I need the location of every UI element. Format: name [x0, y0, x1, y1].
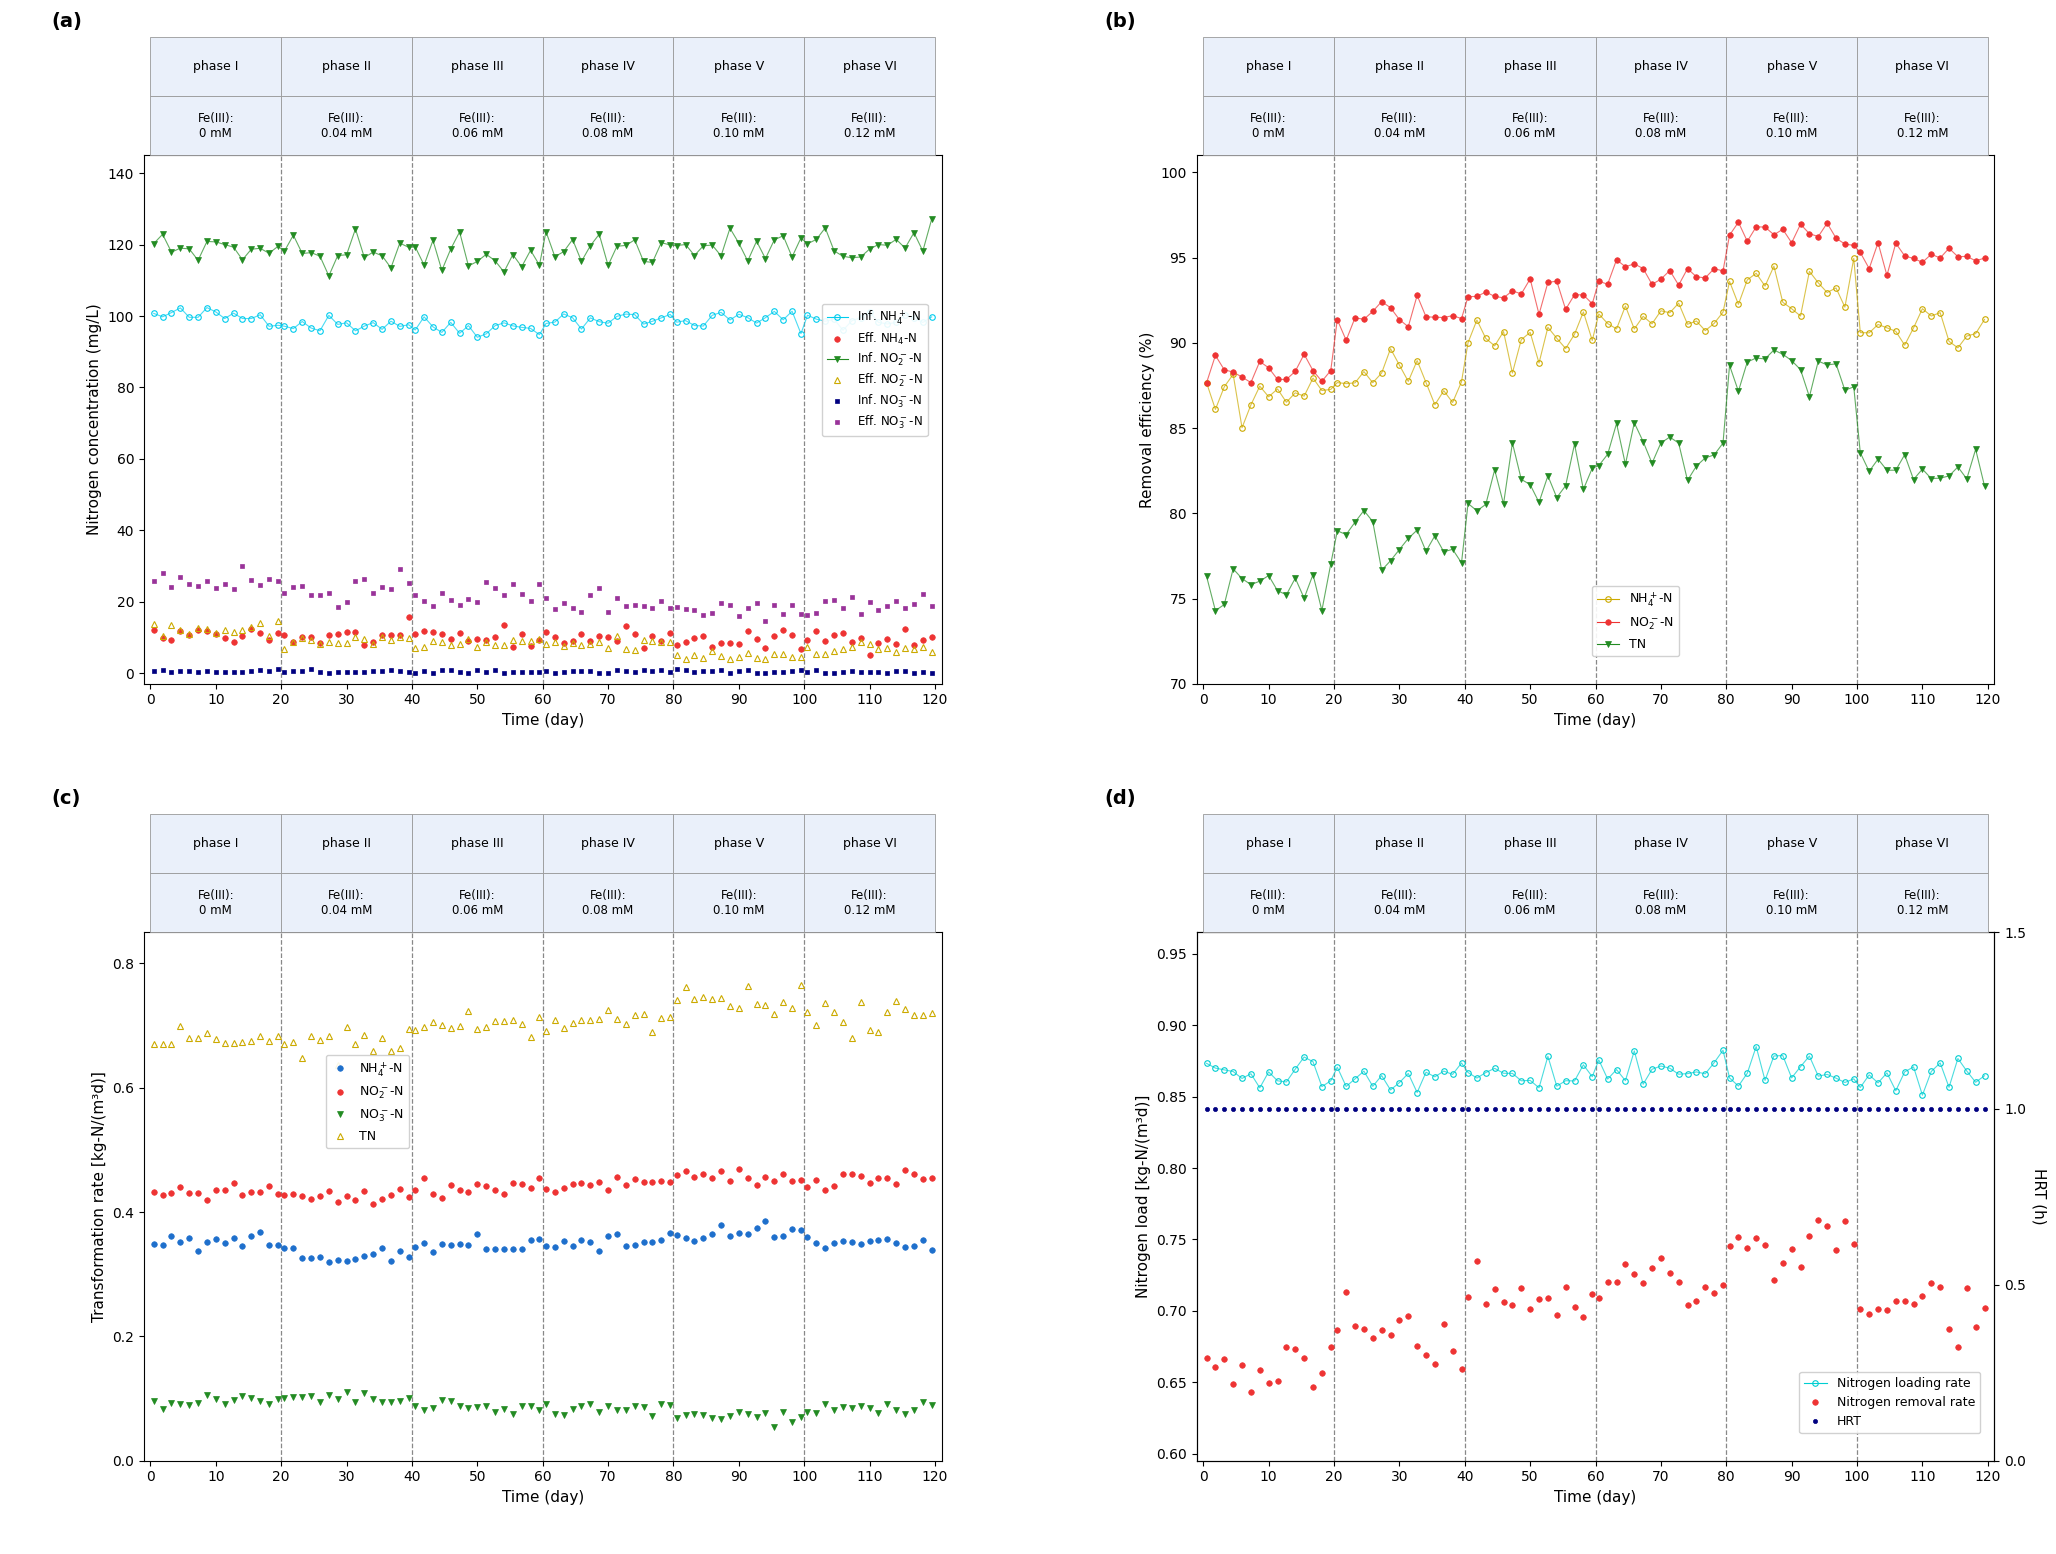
Legend: Nitrogen loading rate, Nitrogen removal rate, HRT: Nitrogen loading rate, Nitrogen removal … [1799, 1372, 1980, 1433]
Text: phase VI: phase VI [843, 838, 896, 850]
Text: phase V: phase V [1766, 61, 1818, 73]
Text: Fe(III):
0 mM: Fe(III): 0 mM [197, 889, 234, 917]
Text: Fe(III):
0.06 mM: Fe(III): 0.06 mM [452, 889, 504, 917]
Text: phase I: phase I [193, 838, 238, 850]
Y-axis label: Nitrogen concentration (mg/L): Nitrogen concentration (mg/L) [86, 303, 103, 536]
Text: Fe(III):
0.04 mM: Fe(III): 0.04 mM [321, 889, 372, 917]
Y-axis label: Removal efficiency (%): Removal efficiency (%) [1141, 331, 1155, 508]
Legend: NH$_4^+$-N, NO$_2^-$-N, TN: NH$_4^+$-N, NO$_2^-$-N, TN [1591, 586, 1680, 656]
X-axis label: Time (day): Time (day) [502, 713, 584, 727]
X-axis label: Time (day): Time (day) [1554, 713, 1637, 727]
Text: phase I: phase I [1246, 61, 1291, 73]
Text: phase VI: phase VI [843, 61, 896, 73]
Legend: NH$_4^+$-N, NO$_2^-$-N, NO$_3^-$-N, TN: NH$_4^+$-N, NO$_2^-$-N, NO$_3^-$-N, TN [325, 1055, 409, 1148]
Text: phase I: phase I [193, 61, 238, 73]
Text: Fe(III):
0.04 mM: Fe(III): 0.04 mM [321, 112, 372, 140]
Text: phase V: phase V [713, 838, 765, 850]
Text: Fe(III):
0.12 mM: Fe(III): 0.12 mM [1896, 112, 1949, 140]
Text: (a): (a) [51, 12, 82, 31]
Text: Fe(III):
0.06 mM: Fe(III): 0.06 mM [1505, 889, 1556, 917]
Text: Fe(III):
0 mM: Fe(III): 0 mM [1250, 112, 1287, 140]
Text: Fe(III):
0.06 mM: Fe(III): 0.06 mM [452, 112, 504, 140]
Y-axis label: Transformation rate [kg-N/(m³d)]: Transformation rate [kg-N/(m³d)] [93, 1071, 107, 1322]
Y-axis label: HRT (h): HRT (h) [2031, 1169, 2048, 1225]
Text: phase V: phase V [713, 61, 765, 73]
Text: Fe(III):
0.10 mM: Fe(III): 0.10 mM [713, 112, 765, 140]
Text: Fe(III):
0 mM: Fe(III): 0 mM [1250, 889, 1287, 917]
Text: Fe(III):
0.06 mM: Fe(III): 0.06 mM [1505, 112, 1556, 140]
Text: phase IV: phase IV [582, 61, 635, 73]
Text: (d): (d) [1104, 789, 1135, 808]
Text: Fe(III):
0.12 mM: Fe(III): 0.12 mM [843, 889, 894, 917]
Text: Fe(III):
0.10 mM: Fe(III): 0.10 mM [1766, 112, 1818, 140]
Text: phase V: phase V [1766, 838, 1818, 850]
Text: Fe(III):
0.04 mM: Fe(III): 0.04 mM [1373, 112, 1425, 140]
Text: Fe(III):
0.08 mM: Fe(III): 0.08 mM [1635, 889, 1686, 917]
Text: Fe(III):
0.04 mM: Fe(III): 0.04 mM [1373, 889, 1425, 917]
Text: phase IV: phase IV [1635, 838, 1688, 850]
X-axis label: Time (day): Time (day) [502, 1490, 584, 1504]
Text: Fe(III):
0.10 mM: Fe(III): 0.10 mM [1766, 889, 1818, 917]
Text: (c): (c) [51, 789, 80, 808]
Text: phase III: phase III [1503, 838, 1556, 850]
Text: Fe(III):
0.12 mM: Fe(III): 0.12 mM [1896, 889, 1949, 917]
Text: phase IV: phase IV [582, 838, 635, 850]
Text: phase II: phase II [323, 838, 370, 850]
Text: Fe(III):
0.12 mM: Fe(III): 0.12 mM [843, 112, 894, 140]
Text: Fe(III):
0 mM: Fe(III): 0 mM [197, 112, 234, 140]
Y-axis label: Nitrogen load [kg-N/(m³d)]: Nitrogen load [kg-N/(m³d)] [1135, 1096, 1151, 1298]
Text: phase I: phase I [1246, 838, 1291, 850]
Text: phase III: phase III [450, 61, 504, 73]
Text: Fe(III):
0.08 mM: Fe(III): 0.08 mM [582, 889, 633, 917]
Text: phase VI: phase VI [1896, 838, 1949, 850]
Text: Fe(III):
0.08 mM: Fe(III): 0.08 mM [582, 112, 633, 140]
Text: phase VI: phase VI [1896, 61, 1949, 73]
Text: phase III: phase III [1503, 61, 1556, 73]
Text: Fe(III):
0.08 mM: Fe(III): 0.08 mM [1635, 112, 1686, 140]
Text: phase IV: phase IV [1635, 61, 1688, 73]
Text: phase II: phase II [1375, 61, 1425, 73]
Text: phase II: phase II [323, 61, 370, 73]
Legend: Inf. NH$_4^+$-N, Eff. NH$_4$-N, Inf. NO$_2^-$-N, Eff. NO$_2^-$-N, Inf. NO$_3^-$-: Inf. NH$_4^+$-N, Eff. NH$_4$-N, Inf. NO$… [822, 305, 927, 437]
Text: phase II: phase II [1375, 838, 1425, 850]
Text: (b): (b) [1104, 12, 1135, 31]
Text: Fe(III):
0.10 mM: Fe(III): 0.10 mM [713, 889, 765, 917]
Text: phase III: phase III [450, 838, 504, 850]
X-axis label: Time (day): Time (day) [1554, 1490, 1637, 1504]
